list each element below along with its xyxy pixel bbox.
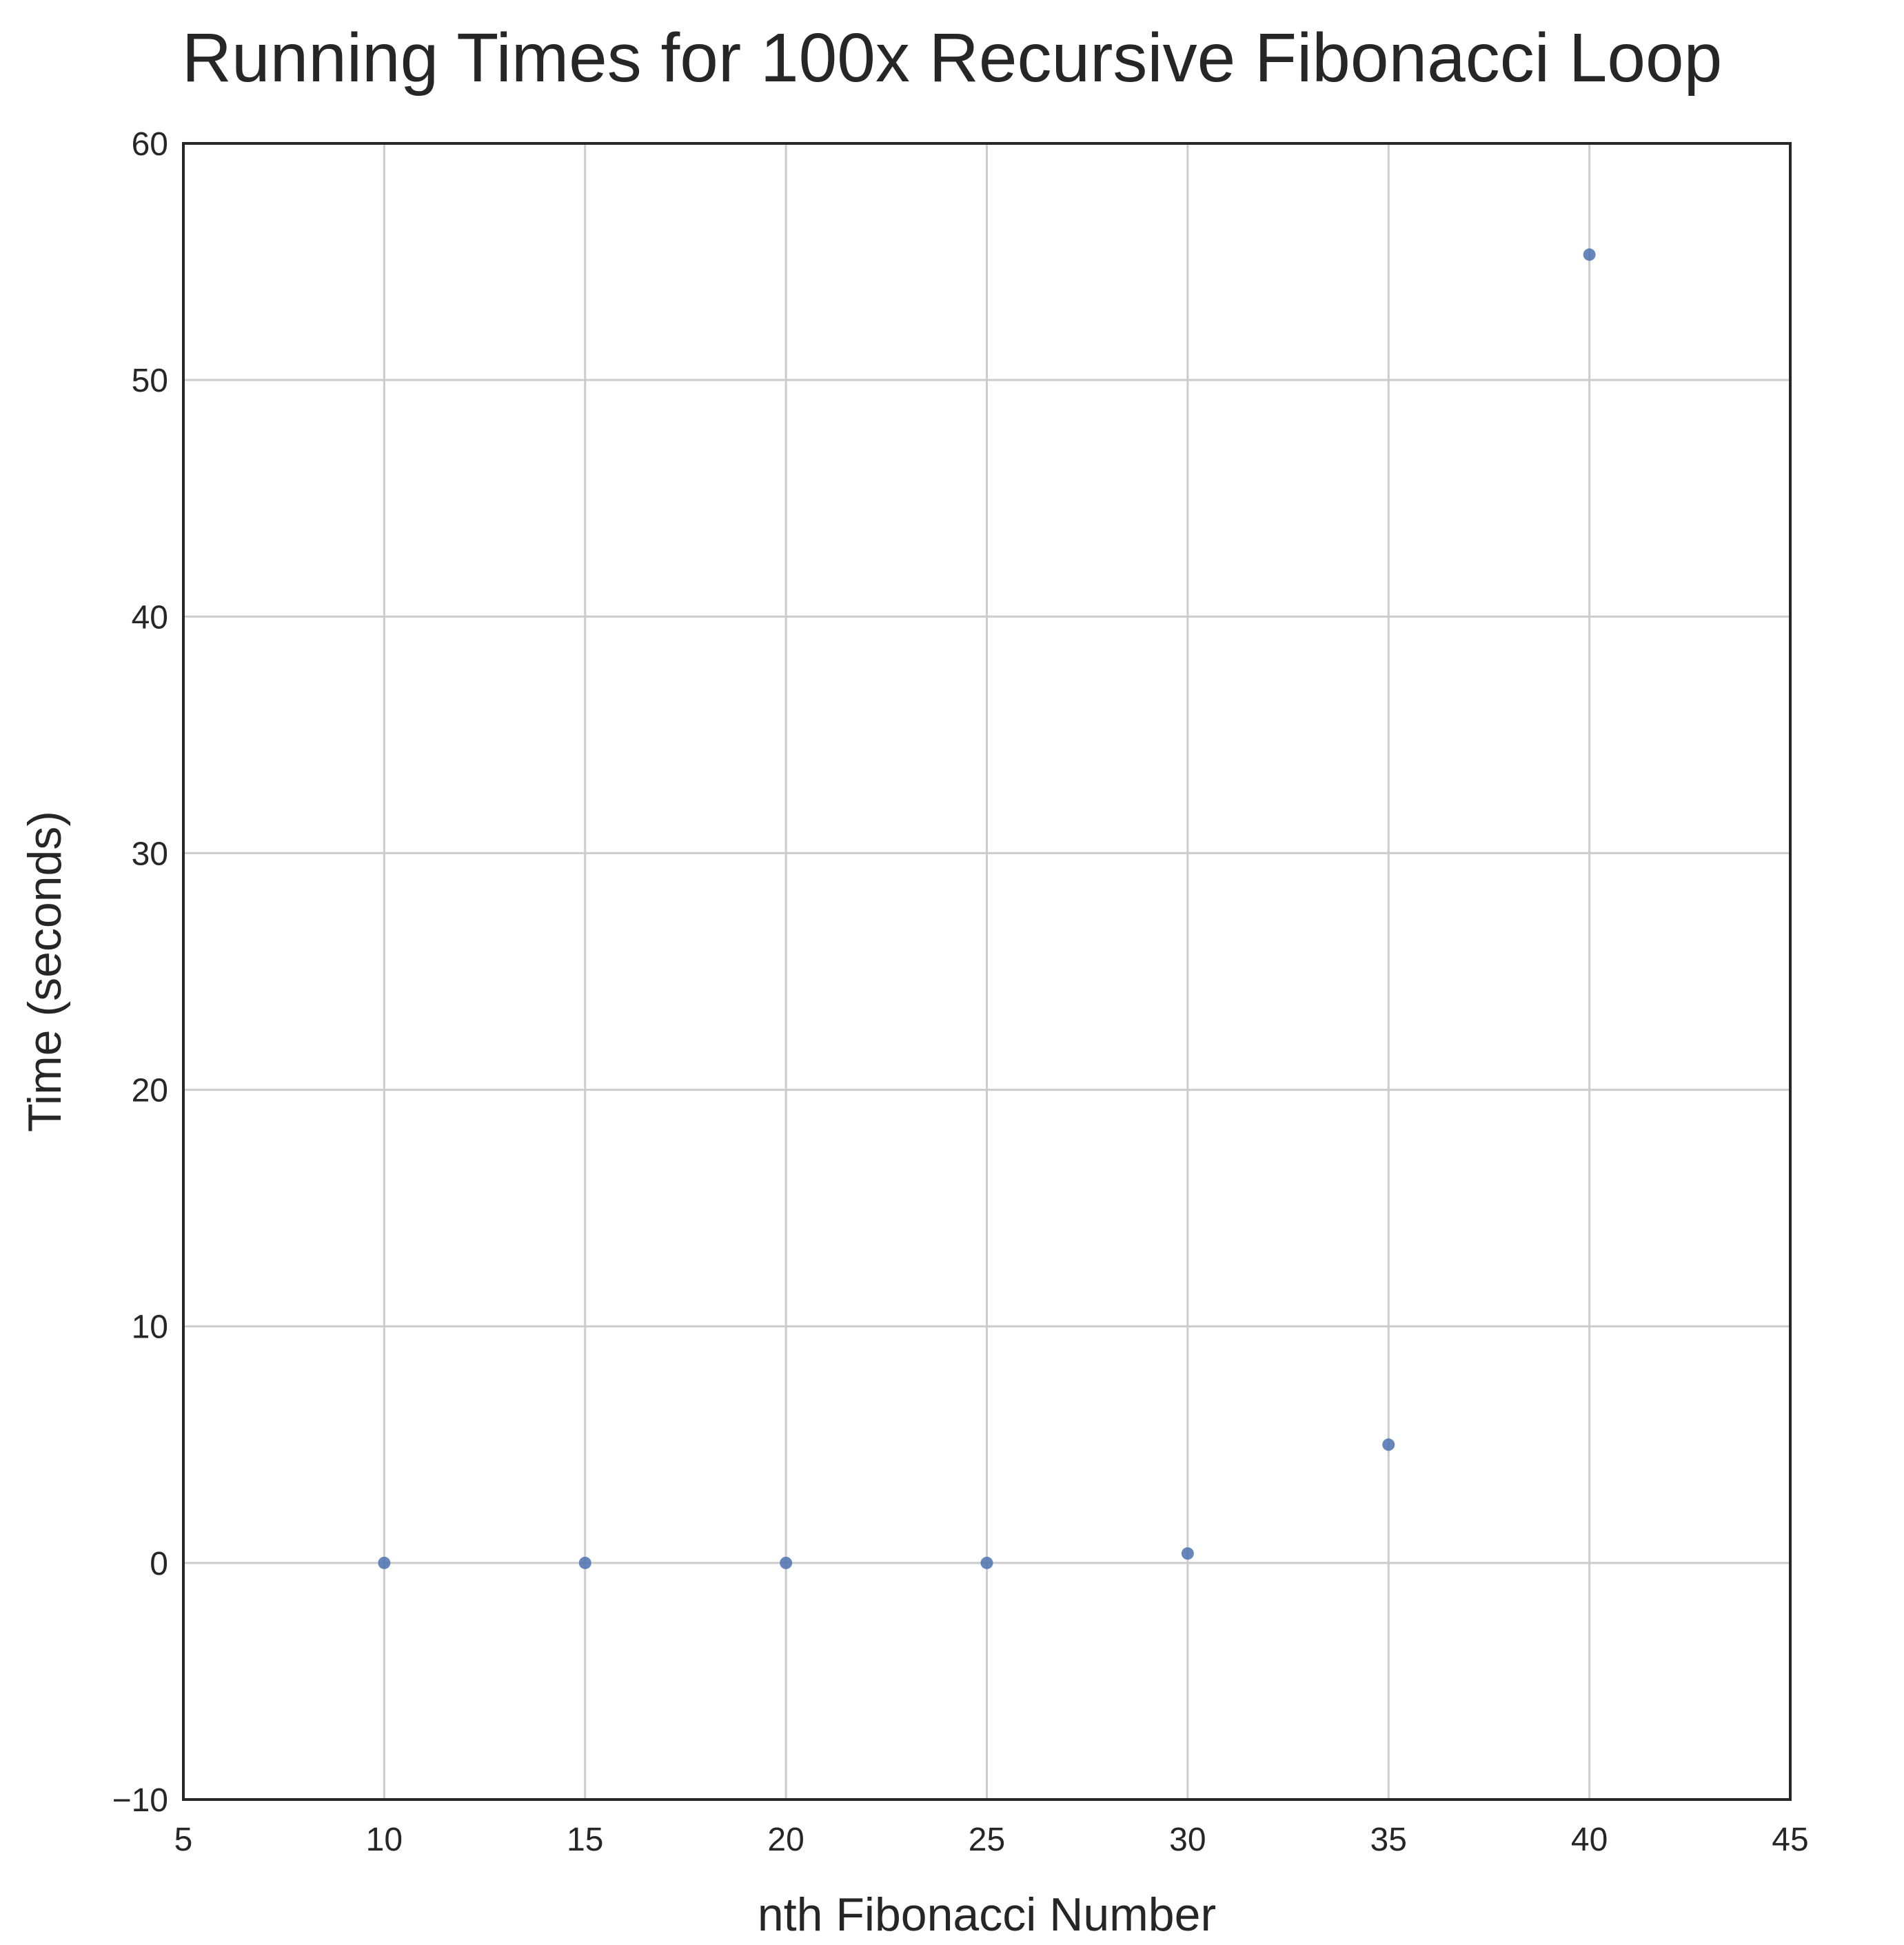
y-tick-label: 40 — [132, 599, 168, 636]
data-point — [378, 1556, 391, 1569]
y-tick-label: 30 — [132, 836, 168, 872]
chart-title: Running Times for 100x Recursive Fibonac… — [182, 19, 1722, 97]
x-tick-label: 40 — [1571, 1822, 1608, 1858]
y-tick-label: 60 — [132, 126, 168, 163]
x-tick-label: 15 — [567, 1822, 603, 1858]
x-tick-label: 5 — [174, 1822, 193, 1858]
data-point — [1382, 1438, 1395, 1451]
x-tick-labels: 5 10 15 20 25 30 35 40 45 — [174, 1822, 1809, 1858]
grid-lines — [182, 142, 1792, 1801]
data-point — [1181, 1547, 1194, 1560]
plot-frame — [182, 142, 1792, 1801]
y-tick-label: 20 — [132, 1073, 168, 1109]
x-tick-label: 20 — [767, 1822, 804, 1858]
x-axis-label: nth Fibonacci Number — [758, 1888, 1216, 1941]
y-tick-label: 0 — [150, 1546, 168, 1582]
y-tick-label: 10 — [132, 1309, 168, 1346]
data-point — [780, 1556, 793, 1569]
data-point — [1583, 248, 1596, 261]
x-tick-label: 25 — [969, 1822, 1005, 1858]
data-point — [980, 1556, 993, 1569]
y-tick-labels: −10 0 10 20 30 40 50 60 — [112, 126, 168, 1819]
x-tick-label: 10 — [366, 1822, 403, 1858]
x-tick-label: 35 — [1370, 1822, 1407, 1858]
x-tick-label: 45 — [1772, 1822, 1808, 1858]
y-tick-label: 50 — [132, 363, 168, 399]
x-tick-label: 30 — [1169, 1822, 1206, 1858]
y-tick-label: −10 — [112, 1782, 168, 1819]
data-points — [378, 248, 1596, 1569]
data-point — [578, 1556, 591, 1569]
y-axis-label: Time (seconds) — [19, 811, 71, 1132]
